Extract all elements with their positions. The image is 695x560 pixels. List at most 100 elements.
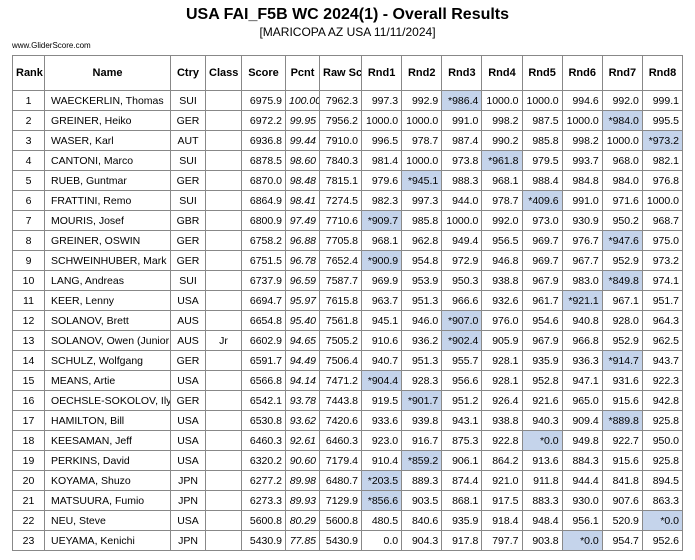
table-cell: 918.4 <box>481 510 523 531</box>
table-row: 19 PERKINS, David USA 6320.2 90.60 7179.4 910.… <box>12 450 684 471</box>
table-cell: 931.6 <box>601 370 643 391</box>
table-cell: GER <box>170 250 206 271</box>
table-cell: 6460.3 <box>319 430 362 451</box>
table-cell: 904.3 <box>401 530 443 551</box>
table-cell: 975.0 <box>641 230 684 251</box>
table-cell: 12 <box>12 310 45 331</box>
table-cell: *0.0 <box>521 430 563 451</box>
table-cell <box>205 450 242 471</box>
table-cell: 874.4 <box>441 470 483 491</box>
table-cell: 894.5 <box>641 470 684 491</box>
table-cell: 955.7 <box>441 350 483 371</box>
table-cell: 7443.8 <box>319 390 362 411</box>
table-cell: 990.2 <box>481 130 523 151</box>
table-cell: *909.7 <box>360 210 403 231</box>
table-cell: 884.3 <box>561 450 603 471</box>
table-cell: 6602.9 <box>241 330 286 351</box>
table-cell: 94.14 <box>285 370 320 391</box>
table-cell: 7840.3 <box>319 150 362 171</box>
table-cell: GER <box>170 390 206 411</box>
table-cell: 5430.9 <box>241 530 286 551</box>
table-cell: 949.4 <box>441 230 483 251</box>
table-cell: 981.4 <box>360 150 403 171</box>
table-cell: 913.6 <box>521 450 563 471</box>
table-cell: 94.65 <box>285 330 320 351</box>
table-cell: 979.6 <box>360 170 403 191</box>
table-cell: 998.2 <box>561 130 603 151</box>
table-cell: 956.1 <box>561 510 603 531</box>
table-row: 12 SOLANOV, Brett AUS 6654.8 95.40 7561.8 945.… <box>12 310 684 331</box>
table-cell: 988.3 <box>441 170 483 191</box>
table-cell: OECHSLE-SOKOLOV, Ily <box>44 390 171 411</box>
table-cell: 998.2 <box>481 110 523 131</box>
table-cell: 956.6 <box>441 370 483 391</box>
table-cell: Jr <box>205 330 242 351</box>
table-cell: 987.4 <box>441 130 483 151</box>
table-cell: 943.7 <box>641 350 684 371</box>
table-cell: 907.6 <box>601 490 643 511</box>
table-cell <box>205 510 242 531</box>
table-cell: 940.3 <box>521 410 563 431</box>
table-cell: *984.0 <box>601 110 643 131</box>
table-cell: 988.4 <box>521 170 563 191</box>
table-cell: FRATTINI, Remo <box>44 190 171 211</box>
table-cell: 1 <box>12 90 45 111</box>
table-cell: 7471.2 <box>319 370 362 391</box>
table-cell: 969.7 <box>521 250 563 271</box>
table-cell: 956.5 <box>481 230 523 251</box>
table-cell: 947.1 <box>561 370 603 391</box>
table-cell: 944.0 <box>441 190 483 211</box>
table-cell: *203.5 <box>360 470 403 491</box>
table-cell: 910.4 <box>360 450 403 471</box>
table-cell <box>205 390 242 411</box>
column-header: Ctry <box>170 55 206 91</box>
table-cell: 911.8 <box>521 470 563 491</box>
table-cell: 875.3 <box>441 430 483 451</box>
table-cell: 968.1 <box>481 170 523 191</box>
table-cell: *0.0 <box>641 510 684 531</box>
table-cell: 1000.0 <box>641 190 684 211</box>
table-cell: 95.40 <box>285 310 320 331</box>
table-cell: 6864.9 <box>241 190 286 211</box>
table-cell: 933.6 <box>360 410 403 431</box>
table-cell: 6975.9 <box>241 90 286 111</box>
table-cell: 7 <box>12 210 45 231</box>
table-cell: 96.78 <box>285 250 320 271</box>
table-cell: 992.9 <box>401 90 443 111</box>
table-cell: USA <box>170 370 206 391</box>
table-cell: 7274.5 <box>319 190 362 211</box>
table-row: 15 MEANS, Artie USA 6566.8 94.14 7471.2 *904.4… <box>12 370 684 391</box>
table-cell: 99.44 <box>285 130 320 151</box>
table-cell: 1000.0 <box>521 90 563 111</box>
table-row: 9 SCHWEINHUBER, Mark GER 6751.5 96.78 7652.4 *… <box>12 250 684 271</box>
table-cell: *0.0 <box>561 530 603 551</box>
table-cell: *859.2 <box>401 450 443 471</box>
table-cell: WASER, Karl <box>44 130 171 151</box>
table-cell <box>205 190 242 211</box>
table-cell: 6751.5 <box>241 250 286 271</box>
table-cell: 936.3 <box>561 350 603 371</box>
table-row: 18 KEESAMAN, Jeff USA 6460.3 92.61 6460.3 923.… <box>12 430 684 451</box>
column-header: Rnd6 <box>561 55 603 91</box>
table-cell: 992.0 <box>601 90 643 111</box>
table-cell: 976.0 <box>481 310 523 331</box>
table-cell: 5600.8 <box>319 510 362 531</box>
table-cell: UEYAMA, Kenichi <box>44 530 171 551</box>
table-cell: 97.49 <box>285 210 320 231</box>
table-cell: 0.0 <box>360 530 403 551</box>
table-cell: 969.7 <box>521 230 563 251</box>
table-cell: 954.6 <box>521 310 563 331</box>
table-cell: 480.5 <box>360 510 403 531</box>
table-cell: 982.3 <box>360 190 403 211</box>
table-cell: 7815.1 <box>319 170 362 191</box>
table-cell: 926.4 <box>481 390 523 411</box>
table-cell: 951.7 <box>641 290 684 311</box>
table-cell: 950.3 <box>441 270 483 291</box>
table-cell: *904.4 <box>360 370 403 391</box>
table-cell: 7587.7 <box>319 270 362 291</box>
table-cell: *945.1 <box>401 170 443 191</box>
table-cell: 966.6 <box>441 290 483 311</box>
table-cell: *907.0 <box>441 310 483 331</box>
table-cell: *901.7 <box>401 390 443 411</box>
table-cell: 984.0 <box>601 170 643 191</box>
